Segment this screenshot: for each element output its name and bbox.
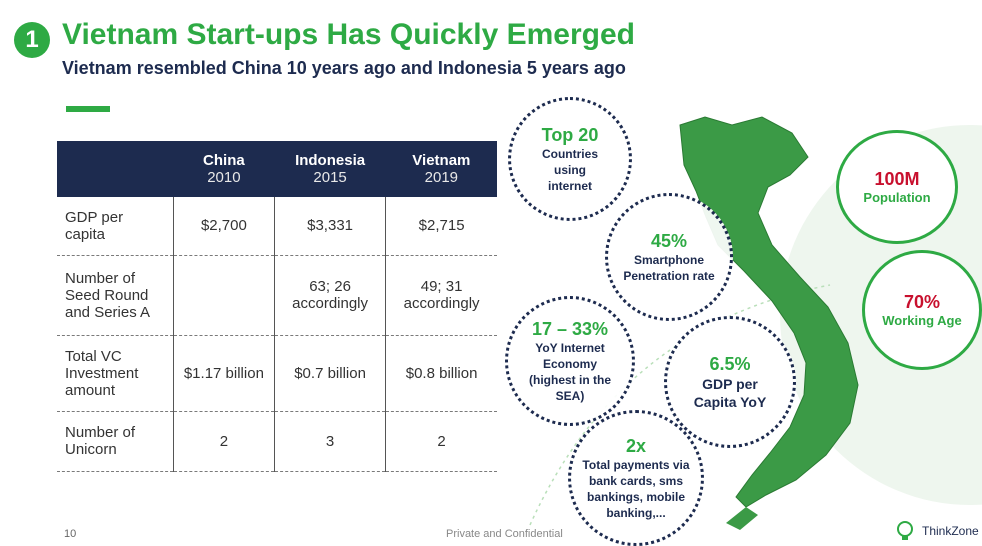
cell-indonesia: 63; 26 accordingly: [273, 255, 386, 336]
cell-vietnam: 2: [385, 411, 497, 472]
confidential-note: Private and Confidential: [446, 528, 563, 540]
page-title: Vietnam Start-ups Has Quickly Emerged: [62, 18, 635, 51]
table-row: GDP per capita $2,700 $3,331 $2,715: [57, 197, 497, 256]
stat-value: Top 20: [541, 124, 599, 145]
row-label: Number of Unicorn: [57, 411, 174, 472]
cell-vietnam: 49; 31 accordingly: [385, 255, 497, 336]
vietnam-map-shape: [679, 116, 859, 508]
stat-bubble-gdp: 6.5% GDP per Capita YoY: [664, 316, 796, 448]
stat-text: Population: [863, 190, 931, 205]
page-subtitle: Vietnam resembled China 10 years ago and…: [62, 58, 626, 78]
stat-value: 45%: [650, 230, 688, 251]
stat-value: 6.5%: [709, 353, 751, 374]
stat-bubble-payments: 2x Total payments via bank cards, sms ba…: [568, 410, 704, 546]
stat-value: 17 – 33%: [531, 318, 609, 339]
stat-text: Smartphone Penetration rate: [623, 252, 715, 283]
cell-china: 2: [172, 411, 275, 472]
column-name: Vietnam: [412, 152, 471, 169]
brand-name: ThinkZone: [922, 524, 979, 538]
stat-text: Total payments via bank cards, sms banki…: [582, 457, 690, 520]
cell-china: [172, 255, 275, 336]
stat-value: 70%: [903, 292, 941, 312]
column-year: 2010: [207, 169, 241, 186]
table-header-china: China 2010: [173, 141, 275, 197]
accent-divider: [66, 106, 110, 112]
table-header-vietnam: Vietnam 2019: [385, 141, 497, 197]
cell-china: $2,700: [172, 197, 275, 256]
stat-text: Working Age: [882, 313, 962, 328]
column-year: 2015: [313, 169, 347, 186]
column-name: Indonesia: [295, 152, 366, 169]
cell-indonesia: 3: [273, 411, 386, 472]
table-header-empty: [57, 141, 174, 197]
table-row: Number of Unicorn 2 3 2: [57, 411, 497, 472]
stat-bubble-internet-economy: 17 – 33% YoY Internet Economy (highest i…: [505, 296, 635, 426]
cell-indonesia: $3,331: [273, 197, 386, 256]
row-label: Number of Seed Round and Series A: [57, 255, 174, 336]
stat-bubble-internet: Top 20 Countries using internet: [508, 97, 632, 221]
table-header-indonesia: Indonesia 2015: [274, 141, 386, 197]
brand-logo: ThinkZone: [894, 520, 979, 542]
stat-ring-population: 100M Population: [836, 130, 958, 244]
cell-vietnam: $0.8 billion: [385, 335, 497, 412]
stat-bubble-smartphone: 45% Smartphone Penetration rate: [605, 193, 733, 321]
row-label: GDP per capita: [57, 197, 174, 256]
stat-text: Countries using internet: [541, 146, 598, 193]
cell-china: $1.17 billion: [172, 335, 275, 412]
table-row: Number of Seed Round and Series A 63; 26…: [57, 255, 497, 336]
page-number: 10: [64, 528, 77, 540]
stat-value: 100M: [874, 169, 920, 189]
cell-indonesia: $0.7 billion: [273, 335, 386, 412]
cell-vietnam: $2,715: [385, 197, 497, 256]
section-number-badge: 1: [14, 22, 50, 58]
lightbulb-icon: [897, 521, 913, 540]
row-label: Total VC Investment amount: [57, 335, 174, 412]
stat-text: YoY Internet Economy (highest in the SEA…: [529, 340, 611, 403]
map-southern-tip: [726, 507, 758, 530]
stat-value: 2x: [625, 435, 647, 456]
column-year: 2019: [424, 169, 459, 186]
comparison-table: China 2010 Indonesia 2015 Vietnam 2019 G…: [57, 141, 497, 472]
column-name: China: [203, 152, 245, 169]
table-header-row: China 2010 Indonesia 2015 Vietnam 2019: [57, 141, 497, 197]
stat-ring-working-age: 70% Working Age: [862, 250, 982, 370]
stat-text: GDP per Capita YoY: [693, 375, 767, 410]
table-row: Total VC Investment amount $1.17 billion…: [57, 335, 497, 412]
